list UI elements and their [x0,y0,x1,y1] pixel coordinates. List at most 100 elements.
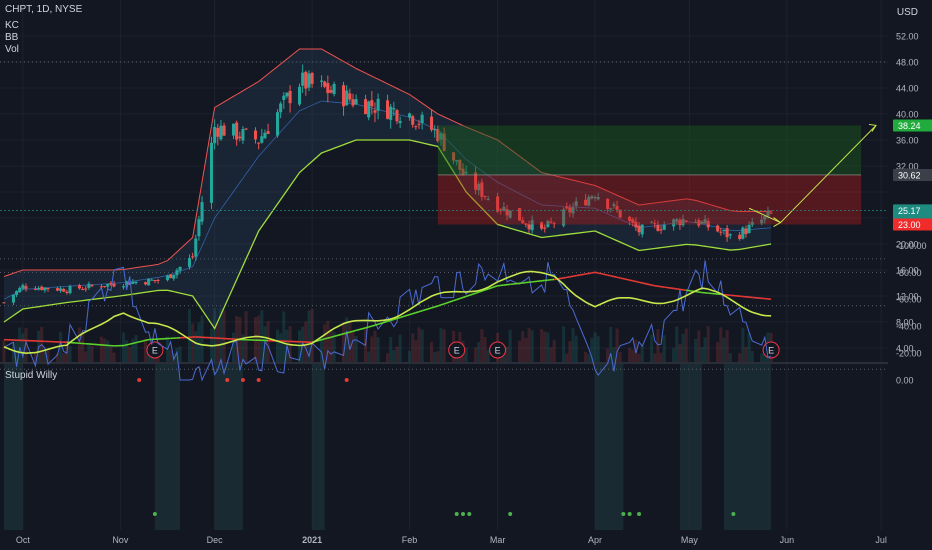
volume-bar [527,327,531,362]
candle-body [618,209,622,218]
candle-body [103,286,107,288]
stop-price-tag [893,218,932,231]
time-tick: Jun [780,535,795,545]
volume-bar [474,347,478,362]
candle-body [37,287,41,290]
candle-body [134,281,138,284]
signal-line-segment [418,310,423,313]
volume-bar [112,352,116,362]
price-tick: 40.00 [896,110,919,120]
candle-body [565,206,569,209]
volume-bar [694,338,698,362]
candle-body [524,223,528,225]
candle-body [722,229,726,232]
volume-bar [323,324,327,362]
signal-line-segment [437,304,442,307]
signal-line-segment [484,288,489,291]
indicator-bb[interactable]: BB [5,32,19,43]
indicator-vol[interactable]: Vol [5,44,19,55]
volume-bar [354,335,358,362]
volume-bar [612,347,616,362]
target-price-tag-text: 38.24 [898,121,921,131]
signal-line-segment [202,336,212,339]
candle-body [386,100,390,119]
volume-bar [21,333,25,362]
candle-body [59,288,63,291]
signal-zone [679,364,702,530]
signal-line-segment [349,330,354,333]
volume-bar [392,350,396,362]
candle-body [310,73,314,84]
volume-bar [518,340,522,362]
signal-dot-red [256,378,261,382]
signal-zone [154,364,181,530]
volume-bar [631,349,635,362]
volume-bar [332,331,336,362]
volume-bar [99,336,103,362]
signal-line-segment [598,272,608,276]
candle-body [716,225,720,232]
price-tick: 52.00 [896,32,919,42]
candle-body [18,287,22,293]
volume-bar [565,353,569,362]
candle-body [40,286,44,290]
volume-bar [84,351,88,362]
stop-price-tag-text: 23.00 [898,220,921,230]
oscillator-title[interactable]: Stupid Willy [5,370,58,381]
candle-body [474,172,478,190]
volume-bar [672,348,676,362]
fast-signal-line [3,270,772,354]
candle-body [219,125,223,140]
candle-body [650,222,654,224]
signal-line-segment [651,284,655,287]
volume-bar [587,353,591,362]
signal-line-segment [607,274,611,277]
price-tick: 4.00 [896,344,914,354]
candle-body [68,286,72,294]
signal-line-segment [462,295,467,299]
candle-body [760,219,764,224]
signal-line-segment [393,317,398,321]
candle-body [329,90,333,93]
signal-line-segment [613,275,618,279]
signal-line-segment [352,329,357,333]
candle-body [43,287,47,291]
candle-body [235,122,239,140]
signal-line-segment [431,306,435,309]
candle-body [253,130,258,140]
volume-bar [703,337,707,362]
symbol-title[interactable]: CHPT, 1D, NYSE [5,4,83,15]
candle-body [244,128,248,130]
candle-body [222,125,226,136]
candle-body [389,106,393,120]
volume-bar [574,335,578,362]
signal-dot-red [344,378,349,382]
signal-line-segment [396,316,401,320]
volume-bar [593,332,597,362]
candle-body [398,121,402,124]
candle-body [128,282,132,285]
candle-body [728,234,732,236]
signal-line-segment [481,289,486,292]
candle-body [87,283,91,288]
volume-bar [219,308,223,362]
signal-line-segment [629,279,633,282]
candle-body [700,221,704,224]
signal-line-segment [145,338,149,342]
indicator-kc[interactable]: KC [5,20,19,31]
volume-bar [436,351,440,362]
signal-zone [595,364,624,530]
price-tick: 32.00 [896,162,919,172]
candle-body [156,279,160,281]
candle-body [430,116,434,130]
candle-body [131,281,135,284]
signal-line-segment [387,319,391,323]
volume-bar [656,329,660,362]
volume-bar [442,329,446,362]
signal-line-segment [487,285,498,290]
signal-line-segment [638,281,643,284]
volume-bar [109,346,113,362]
candle-body [231,123,236,136]
